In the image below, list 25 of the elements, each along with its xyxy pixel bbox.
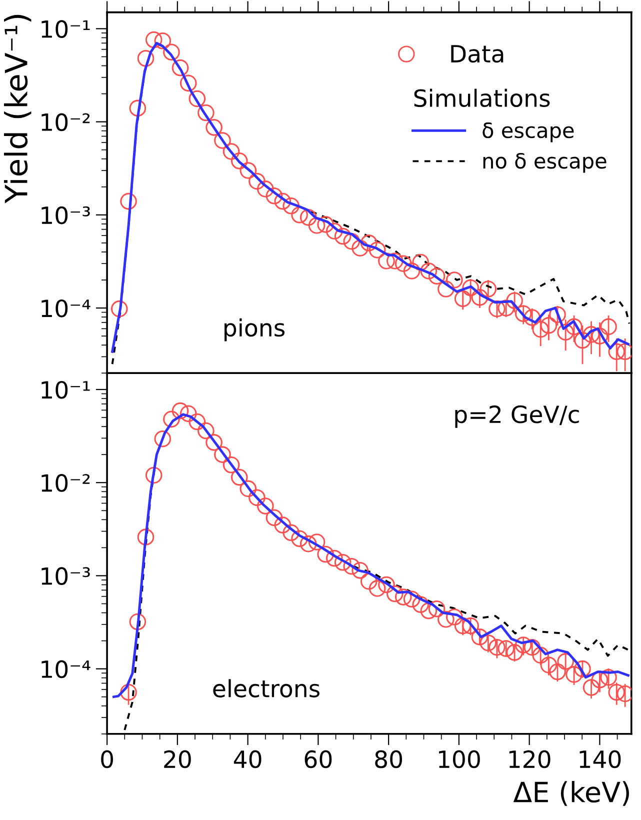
y-tick-label: 10⁻² [42,113,90,132]
x-tick-label: 20 [164,750,191,768]
legend-label: Data [451,45,504,63]
y-tick-label: 10⁻¹ [42,380,90,399]
annotation: p=2 GeV/c [455,405,579,428]
x-tick-label: 100 [439,750,480,768]
x-tick-label: 80 [375,750,402,768]
x-tick-label: 0 [101,750,113,768]
y-tick-label: 10⁻⁴ [42,660,90,678]
legend-label: no δ escape [483,152,606,173]
x-tick-label: 60 [304,750,332,768]
x-tick-label: 40 [234,750,262,768]
y-tick-label: 10⁻³ [42,206,90,224]
annotation: electrons [213,679,320,698]
annotation: pions [224,318,285,342]
x-tick-label: 140 [580,750,621,768]
x-tick-label: 120 [509,750,550,768]
y-tick-label: 10⁻² [42,474,90,492]
legend-title: Simulations [414,88,550,108]
x-axis-title: ΔE (keV) [513,781,629,806]
y-tick-label: 10⁻¹ [42,20,90,38]
y-axis-title: Yield (keV⁻¹) [4,14,32,204]
legend-label: δ escape [482,122,574,142]
y-tick-label: 10⁻⁴ [42,299,90,318]
y-tick-label: 10⁻³ [42,567,90,586]
